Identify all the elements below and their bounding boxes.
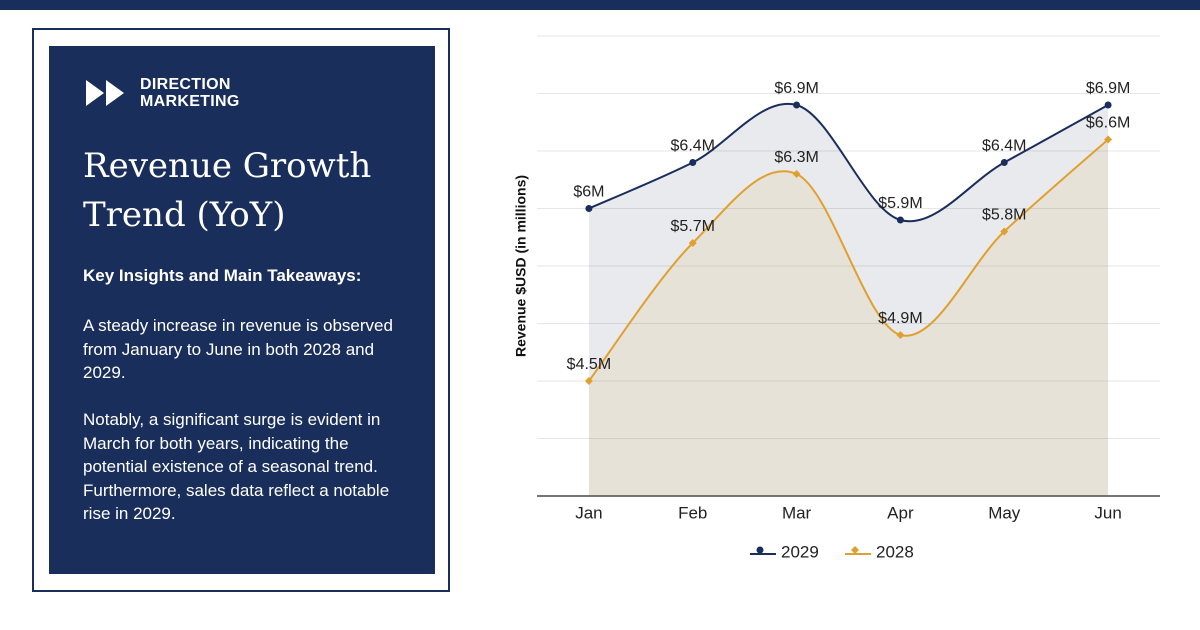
point [1104, 101, 1112, 109]
logo-icon [86, 80, 124, 106]
paragraph: Notably, a significant surge is evident … [83, 410, 390, 523]
legend-label: 2029 [781, 542, 819, 561]
point [896, 331, 905, 339]
data-label: $6.9M [1086, 80, 1130, 97]
data-label: $6.6M [1086, 115, 1130, 132]
x-tick-label: Mar [782, 503, 812, 522]
point [792, 170, 801, 178]
line [588, 102, 1109, 223]
data-label: $5.9M [878, 195, 922, 212]
lines [584, 101, 1113, 385]
panel-title: Revenue Growth Trend (YoY) [83, 146, 372, 235]
point [689, 159, 697, 166]
info-panel: DIRECTION MARKETING Revenue Growth Trend… [49, 46, 435, 574]
area [588, 103, 1109, 496]
logo: DIRECTION MARKETING [86, 76, 240, 110]
top-bar [0, 0, 1200, 10]
point [584, 377, 593, 385]
data-label: $6.3M [774, 149, 818, 166]
point [793, 101, 801, 109]
point [585, 205, 593, 212]
point [1104, 135, 1113, 144]
legend-marker [756, 546, 764, 554]
data-label: $5.8M [982, 207, 1026, 224]
areas [588, 103, 1109, 496]
y-axis-label: Revenue $USD (in millions) [513, 175, 529, 357]
data-label: $5.7M [671, 218, 715, 235]
legend-marker [851, 546, 859, 554]
point [688, 239, 697, 247]
x-tick-label: Jan [575, 503, 602, 522]
chart: Revenue $USD (in millions) Jan Feb Mar Apr M… [513, 35, 1160, 561]
point [896, 216, 904, 224]
panel-frame [32, 28, 450, 592]
data-label: $4.5M [567, 356, 611, 373]
legend-label: 2028 [876, 542, 914, 561]
data-label: $6M [573, 184, 604, 201]
labels: $6M $6.4M $6.9M $5.9M $6.4M $6.9M $4.5M $5.7M $6… [567, 80, 1131, 373]
data-label: $6.9M [774, 80, 818, 97]
x-tick-label: Feb [678, 503, 707, 522]
panel-subtitle: Key Insights and Main Takeaways: [83, 266, 362, 285]
paragraph: A steady increase in revenue is observed… [83, 316, 393, 382]
x-tick-label: May [988, 503, 1021, 522]
area [588, 139, 1109, 496]
data-label: $6.4M [671, 138, 715, 155]
x-tick-label: Jun [1094, 503, 1121, 522]
point [1000, 159, 1008, 166]
brand-line: MARKETING [140, 93, 240, 110]
brand-name: DIRECTION MARKETING [140, 76, 240, 110]
data-label: $6.4M [982, 138, 1026, 155]
x-tick-label: Apr [887, 503, 914, 522]
point [1000, 227, 1009, 236]
brand-line: DIRECTION [140, 76, 231, 93]
data-label: $4.9M [878, 310, 922, 327]
